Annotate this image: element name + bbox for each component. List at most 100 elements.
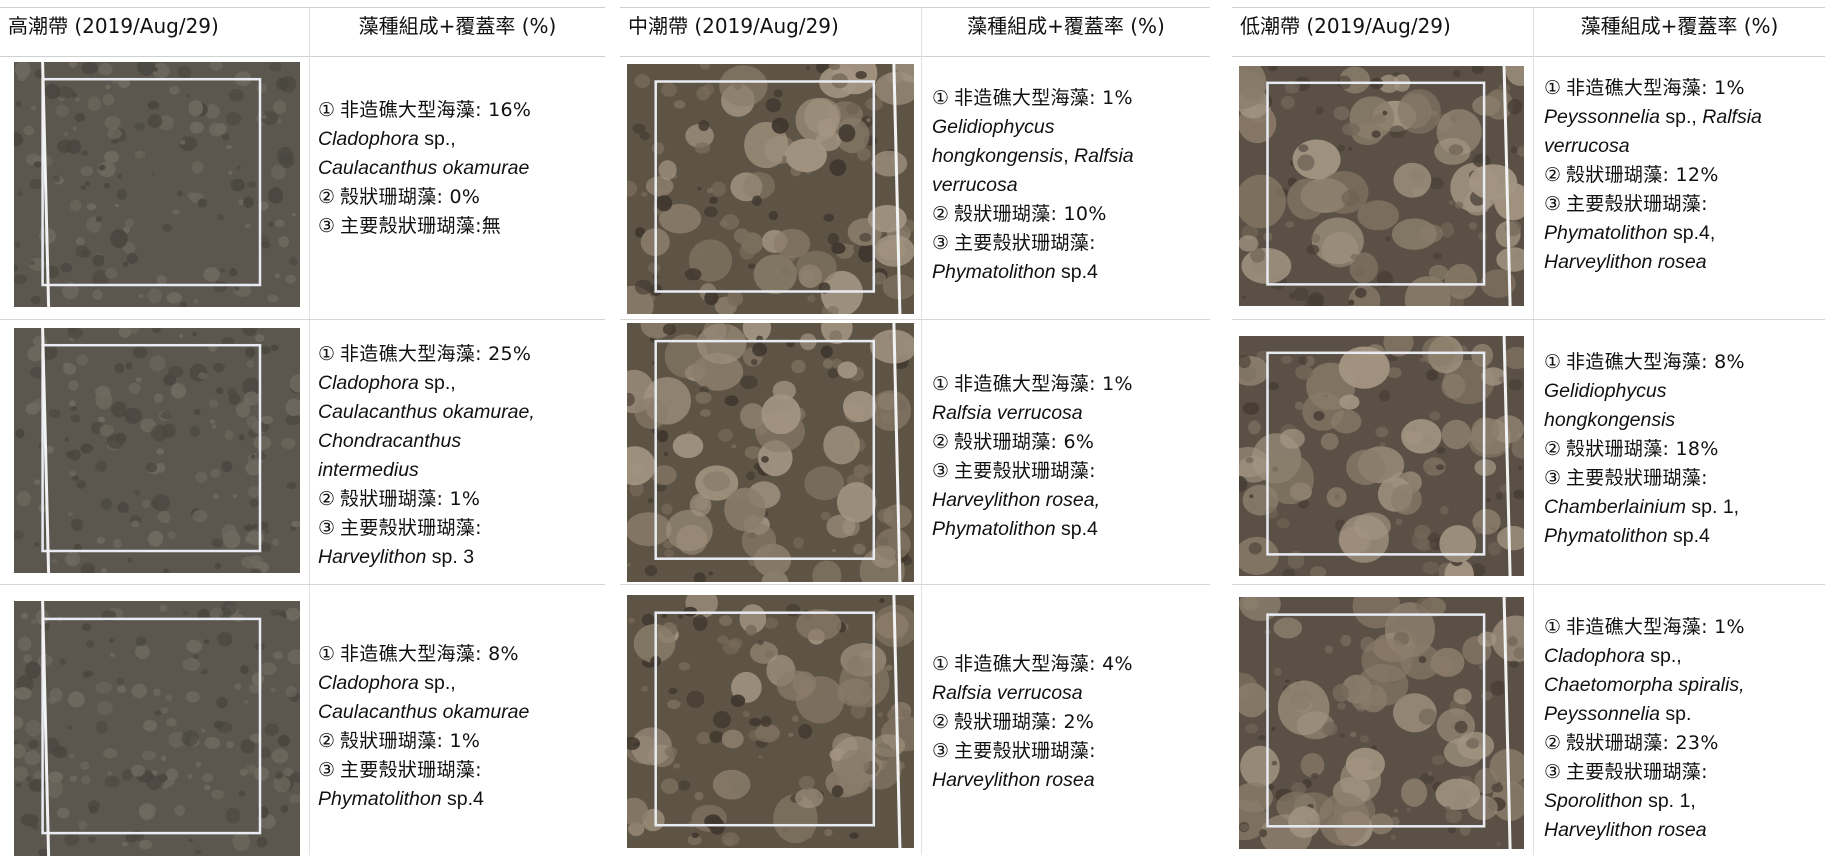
item-number: ②	[1544, 161, 1566, 190]
text-line: Ralfsia verrucosa	[932, 679, 1133, 708]
species-suffix: sp.4,	[1668, 222, 1716, 244]
item-number: ③	[1544, 758, 1566, 787]
text-line: hongkongensis	[1544, 406, 1745, 435]
quadrat-photo	[627, 323, 914, 582]
item-number: ②	[318, 183, 340, 212]
species-name: Caulacanthus okamurae	[318, 701, 529, 723]
species-suffix: sp. 3	[426, 546, 474, 568]
item-text: 非造礁大型海藻: 1%	[954, 87, 1133, 109]
item-number: ②	[1544, 729, 1566, 758]
quadrat-photo	[627, 595, 914, 848]
species-name: Cladophora	[318, 672, 419, 694]
species-name: Harveylithon rosea	[1544, 819, 1707, 841]
species-name: intermedius	[318, 459, 419, 481]
item-text: 主要殼狀珊瑚藻:	[1566, 467, 1708, 489]
quadrat-photo-graphic	[1239, 597, 1524, 849]
item-number: ②	[932, 428, 954, 457]
text-line: Phymatolithon sp.4	[932, 258, 1134, 287]
species-suffix: sp.,	[419, 128, 456, 150]
species-name: Caulacanthus okamurae,	[318, 401, 535, 423]
item-text: 主要殼狀珊瑚藻:	[340, 517, 482, 539]
species-name: hongkongensis	[1544, 409, 1675, 431]
item-text: 主要殼狀珊瑚藻:	[340, 759, 482, 781]
item-number: ①	[318, 96, 340, 125]
species-name: Harveylithon	[318, 546, 426, 568]
item-text: 主要殼狀珊瑚藻:	[1566, 761, 1708, 783]
species-name: Ralfsia verrucosa	[932, 682, 1083, 704]
text-line: verrucosa	[932, 171, 1134, 200]
text-line: Cladophora sp.,	[318, 125, 531, 154]
species-name: Chamberlainium	[1544, 496, 1686, 518]
quadrat-photo	[14, 328, 300, 573]
item-number: ①	[1544, 613, 1566, 642]
species-name: Cladophora	[318, 128, 419, 150]
text-line: Ralfsia verrucosa	[932, 399, 1133, 428]
item-number: ①	[932, 84, 954, 113]
panel-header: 高潮帶 (2019/Aug/29) 藻種組成+覆蓋率 (%)	[0, 8, 605, 57]
item-text: 非造礁大型海藻: 25%	[340, 343, 531, 365]
item-number: ①	[932, 650, 954, 679]
item-number: ③	[1544, 190, 1566, 219]
text-line: Peyssonnelia sp., Ralfsia	[1544, 103, 1762, 132]
item-text: 主要殼狀珊瑚藻:無	[340, 215, 501, 237]
quadrat-photo	[1239, 66, 1524, 306]
item-text: 殼狀珊瑚藻: 23%	[1566, 732, 1719, 754]
species-name: Cladophora	[1544, 645, 1645, 667]
species-name: Ralfsia	[1074, 145, 1134, 167]
text-line: Chamberlainium sp. 1,	[1544, 493, 1745, 522]
item-text: 非造礁大型海藻: 1%	[1566, 616, 1745, 638]
quadrat-photo-graphic	[14, 328, 300, 573]
species-name: Peyssonnelia	[1544, 106, 1660, 128]
quadrat-photo-graphic	[14, 601, 300, 856]
item-number: ③	[932, 229, 954, 258]
text-line: Caulacanthus okamurae	[318, 154, 531, 183]
quadrat-photo-graphic	[627, 595, 914, 848]
species-name: Harveylithon rosea	[932, 769, 1095, 791]
zone-title: 中潮帶 (2019/Aug/29)	[628, 8, 839, 56]
item-number: ③	[1544, 464, 1566, 493]
item-text: 主要殼狀珊瑚藻:	[954, 232, 1096, 254]
quadrat-photo	[1239, 336, 1524, 576]
panel-header: 中潮帶 (2019/Aug/29) 藻種組成+覆蓋率 (%)	[620, 8, 1210, 57]
species-name: Phymatolithon	[932, 518, 1056, 540]
quadrat-photo-graphic	[627, 323, 914, 582]
composition-title: 藻種組成+覆蓋率 (%)	[310, 8, 605, 56]
text-line: Gelidiophycus	[1544, 377, 1745, 406]
item-number: ①	[932, 370, 954, 399]
item-number: ②	[1544, 435, 1566, 464]
text-line: Cladophora sp.,	[318, 369, 535, 398]
item-number: ②	[318, 727, 340, 756]
species-name: verrucosa	[932, 174, 1018, 196]
text-line: Harveylithon rosea,	[932, 486, 1133, 515]
species-suffix: sp.,	[419, 672, 456, 694]
